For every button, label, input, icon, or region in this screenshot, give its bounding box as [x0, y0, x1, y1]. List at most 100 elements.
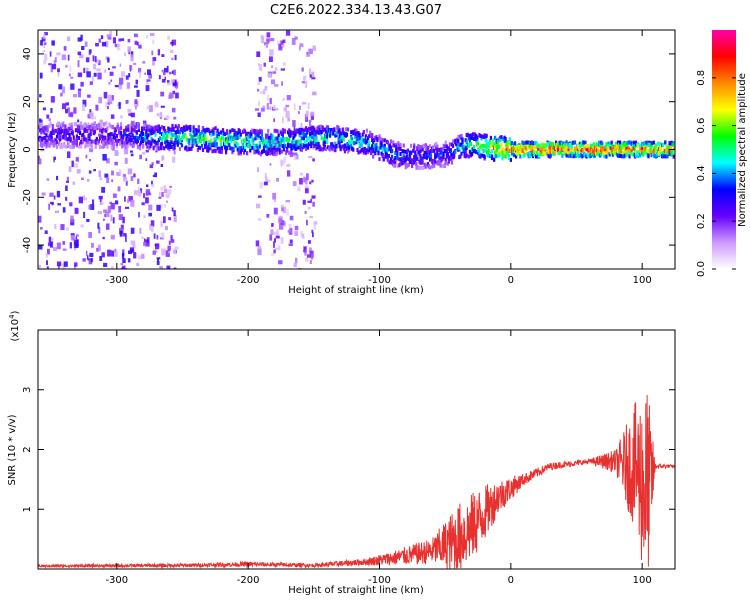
ridge-cell — [126, 134, 129, 139]
ridge-cell — [427, 154, 430, 159]
colorbar-ticks: 0.00.20.40.60.8 — [696, 70, 736, 277]
ridge-cell — [436, 147, 439, 152]
noise-cell — [74, 247, 76, 251]
x-tick-label: -300 — [105, 575, 128, 586]
noise-cell — [128, 113, 132, 116]
noise-cell — [42, 107, 46, 111]
ridge-cell — [572, 154, 575, 159]
ridge-cell — [607, 146, 610, 151]
noise-cell — [86, 255, 89, 260]
ridge-cell — [253, 150, 256, 155]
ridge-cell — [461, 138, 464, 143]
noise-cell — [108, 94, 113, 102]
ridge-cell — [100, 121, 103, 126]
ridge-cell — [410, 143, 413, 148]
noise-cell — [61, 86, 66, 94]
ridge-cell — [149, 128, 152, 133]
ridge-cell — [136, 139, 139, 143]
y-tick-label: -20 — [22, 189, 33, 205]
ridge-cell — [219, 138, 222, 143]
ridge-cell — [104, 135, 107, 140]
noise-cell — [304, 249, 307, 256]
noise-cell — [66, 176, 69, 182]
noise-cell — [122, 249, 125, 257]
ridge-cell — [39, 138, 42, 143]
noise-cell — [167, 35, 170, 40]
ridge-cell — [388, 160, 392, 165]
noise-cell — [109, 31, 113, 37]
ridge-cell — [200, 134, 204, 139]
ridge-cell — [480, 134, 483, 139]
noise-cell — [135, 79, 138, 85]
ridge-cell — [440, 147, 443, 152]
noise-cell — [145, 239, 149, 246]
ridge-cell — [93, 125, 96, 130]
noise-cell — [89, 109, 92, 113]
noise-cell — [273, 241, 275, 248]
noise-cell — [60, 224, 65, 230]
noise-cell — [106, 223, 110, 230]
noise-cell — [130, 150, 133, 153]
ridge-cell — [457, 142, 460, 147]
noise-cell — [266, 102, 269, 110]
snr-background — [38, 330, 675, 569]
noise-cell — [118, 206, 121, 213]
ridge-cell — [421, 160, 424, 165]
ridge-cell — [141, 136, 144, 141]
noise-cell — [134, 40, 138, 45]
ridge-cell — [570, 144, 573, 149]
noise-cell — [161, 155, 165, 161]
noise-cell — [104, 101, 107, 108]
ridge-cell — [50, 141, 53, 146]
ridge-cell — [123, 143, 126, 148]
ridge-cell — [413, 145, 416, 150]
noise-cell — [54, 224, 57, 229]
ridge-cell — [500, 142, 503, 147]
snr-panel: -300 -200 -100 0 100 123 Height of straight … — [7, 310, 676, 596]
ridge-cell — [611, 152, 614, 157]
ridge-cell — [307, 136, 310, 141]
figure-title: C2E6.2022.334.13.43.G07 — [270, 3, 442, 18]
ridge-cell — [351, 139, 354, 144]
ridge-cell — [169, 131, 172, 136]
ridge-cell — [273, 138, 276, 143]
ridge-cell — [620, 149, 623, 153]
ridge-cell — [425, 155, 428, 160]
ridge-cell — [619, 153, 622, 158]
ridge-cell — [331, 142, 334, 147]
ridge-cell — [367, 145, 371, 150]
ridge-cell — [359, 139, 362, 144]
noise-cell — [254, 108, 259, 111]
ridge-cell — [189, 127, 192, 132]
ridge-cell — [662, 151, 665, 155]
ridge-cell — [138, 143, 142, 148]
ridge-cell — [256, 148, 259, 153]
snr-plot-area — [38, 394, 675, 569]
ridge-cell — [214, 139, 217, 144]
ridge-cell — [156, 140, 159, 145]
ridge-cell — [88, 125, 91, 129]
ridge-cell — [48, 137, 51, 141]
ridge-cell — [125, 127, 128, 132]
noise-cell — [147, 69, 151, 75]
ridge-cell — [174, 137, 177, 142]
ridge-cell — [496, 145, 499, 150]
ridge-cell — [286, 148, 289, 153]
noise-cell — [169, 189, 172, 195]
noise-cell — [160, 91, 165, 97]
ridge-cell — [395, 147, 398, 152]
ridge-cell — [604, 147, 607, 151]
ridge-cell — [381, 138, 384, 143]
noise-cell — [88, 259, 93, 265]
noise-cell — [57, 68, 60, 73]
ridge-cell — [668, 152, 671, 157]
noise-cell — [85, 250, 88, 256]
noise-cell — [165, 194, 170, 198]
noise-cell — [283, 62, 287, 66]
ridge-cell — [299, 139, 302, 144]
ridge-cell — [128, 132, 131, 137]
ridge-cell — [469, 133, 472, 138]
ridge-cell — [504, 154, 507, 159]
ridge-cell — [390, 145, 393, 150]
ridge-cell — [341, 127, 344, 132]
